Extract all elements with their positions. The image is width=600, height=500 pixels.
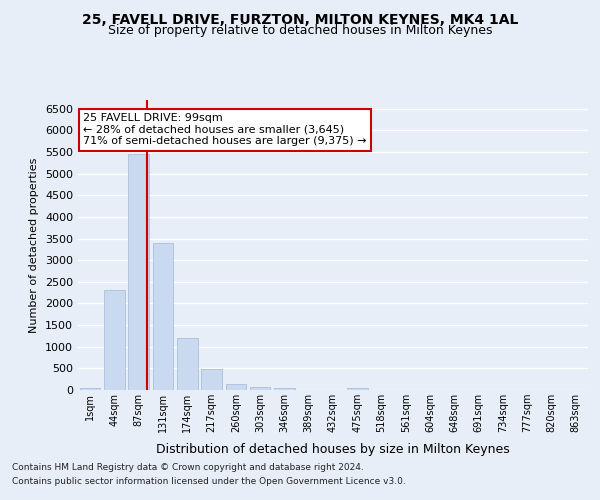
Bar — [226, 384, 246, 390]
Bar — [152, 243, 173, 390]
Bar — [104, 290, 125, 390]
Bar — [347, 388, 368, 390]
Text: 25 FAVELL DRIVE: 99sqm
← 28% of detached houses are smaller (3,645)
71% of semi-: 25 FAVELL DRIVE: 99sqm ← 28% of detached… — [83, 113, 367, 146]
Text: 25, FAVELL DRIVE, FURZTON, MILTON KEYNES, MK4 1AL: 25, FAVELL DRIVE, FURZTON, MILTON KEYNES… — [82, 12, 518, 26]
Bar — [80, 388, 100, 390]
Text: Distribution of detached houses by size in Milton Keynes: Distribution of detached houses by size … — [156, 442, 510, 456]
Bar — [177, 338, 197, 390]
Text: Contains public sector information licensed under the Open Government Licence v3: Contains public sector information licen… — [12, 477, 406, 486]
Bar — [250, 386, 271, 390]
Bar — [128, 154, 149, 390]
Bar — [201, 370, 222, 390]
Text: Size of property relative to detached houses in Milton Keynes: Size of property relative to detached ho… — [108, 24, 492, 37]
Bar — [274, 388, 295, 390]
Y-axis label: Number of detached properties: Number of detached properties — [29, 158, 40, 332]
Text: Contains HM Land Registry data © Crown copyright and database right 2024.: Contains HM Land Registry data © Crown c… — [12, 464, 364, 472]
